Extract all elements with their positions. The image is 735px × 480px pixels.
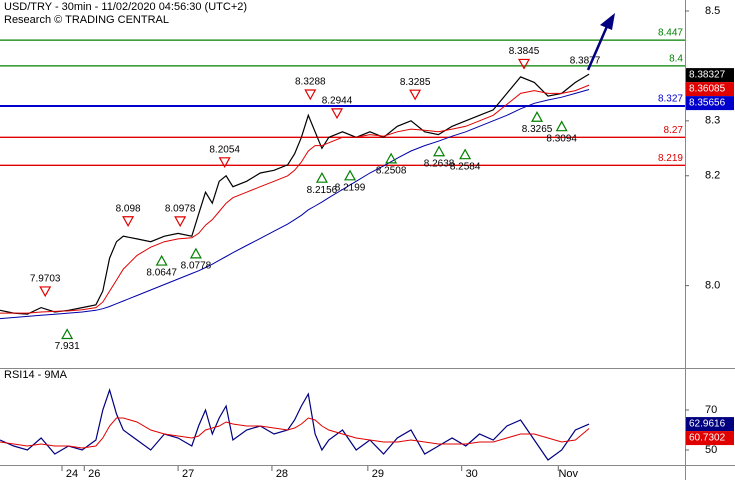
y-tick-label: 50 [705,444,717,456]
high-label: 8.098 [116,203,141,214]
chart-subtitle: Research © TRADING CENTRAL [4,14,169,26]
low-marker [555,120,568,132]
last-value-label: 8.36085 [689,84,726,95]
high-marker [331,108,344,120]
y-tick-label: 70 [705,404,717,416]
x-tick-label: 30 [466,468,478,480]
level-label: 8.327 [658,94,683,105]
low-marker [189,247,202,259]
y-tick-label: 8.0 [705,280,720,292]
y-tick-label: 8.3 [705,115,720,127]
y-tick-label: 8.2 [705,170,720,182]
series-line [0,84,590,314]
high-marker [518,58,531,70]
x-tick-label: 27 [182,468,194,480]
series-line [0,73,590,315]
last-value-tag [686,417,734,432]
last-value-tag [686,96,734,111]
last-value-tag [686,431,734,446]
rsi-title: RSI14 - 9MA [4,369,68,381]
low-label: 8.2638 [424,158,455,169]
low-label: 8.2199 [335,182,366,193]
low-marker [61,328,74,340]
chart-title: USD/TRY - 30min - 11/02/2020 04:56:30 (U… [4,1,247,13]
high-label: 8.2944 [322,96,353,107]
low-label: 8.0778 [181,261,212,272]
high-marker [39,286,52,298]
high-marker [218,157,231,169]
high-label: 7.9703 [30,274,61,285]
high-label: 8.0978 [165,204,196,215]
low-label: 8.2156 [307,185,338,196]
level-label: 8.4 [669,54,683,65]
last-value-label: 8.35656 [689,98,726,109]
level-label: 8.219 [658,153,683,164]
low-marker [385,152,398,164]
last-value-tag [686,68,734,83]
x-tick-label: 29 [372,468,384,480]
low-label: 8.3094 [546,133,577,144]
low-label: 8.2584 [450,161,481,172]
low-label: 8.2508 [376,165,407,176]
series-line [0,387,590,461]
projection-arrow [586,23,610,71]
last-value-label: 8.38327 [689,70,726,81]
plot-layer: 8.0 8.2 8.3 8.5 8.447 8.4 8.327 8.27 8.219 7.9703… [0,5,734,480]
low-marker [459,148,472,160]
last-value-label: 62.9616 [689,419,726,430]
low-marker [315,171,328,183]
x-tick-label: 28 [276,468,288,480]
high-label: 8.3288 [295,77,326,88]
projection-arrowhead [600,13,615,30]
low-marker [155,254,168,266]
low-marker [433,145,446,157]
low-marker [344,169,357,181]
high-marker [174,216,187,228]
level-label: 8.447 [658,28,683,39]
last-value-tag [686,82,734,97]
last-value-label: 60.7302 [689,433,726,444]
x-tick-label: 26 [88,468,100,480]
low-label: 7.931 [55,341,80,352]
high-marker [409,89,422,101]
high-label: 8.2054 [209,144,240,155]
high-label: 8.3845 [509,46,540,57]
low-label: 8.0647 [146,268,177,279]
y-tick-label: 8.5 [705,5,720,17]
low-marker [531,111,544,122]
level-label: 8.27 [664,125,684,136]
high-marker [122,216,135,228]
low-label: 8.3265 [522,124,553,135]
series-line [0,417,590,449]
high-label: 8.3285 [400,77,431,88]
series-line [0,89,590,320]
price-label: 8.3877 [570,55,601,66]
high-marker [304,89,317,101]
x-tick-label: 24 [66,468,78,480]
x-tick-label: Nov [558,468,578,480]
